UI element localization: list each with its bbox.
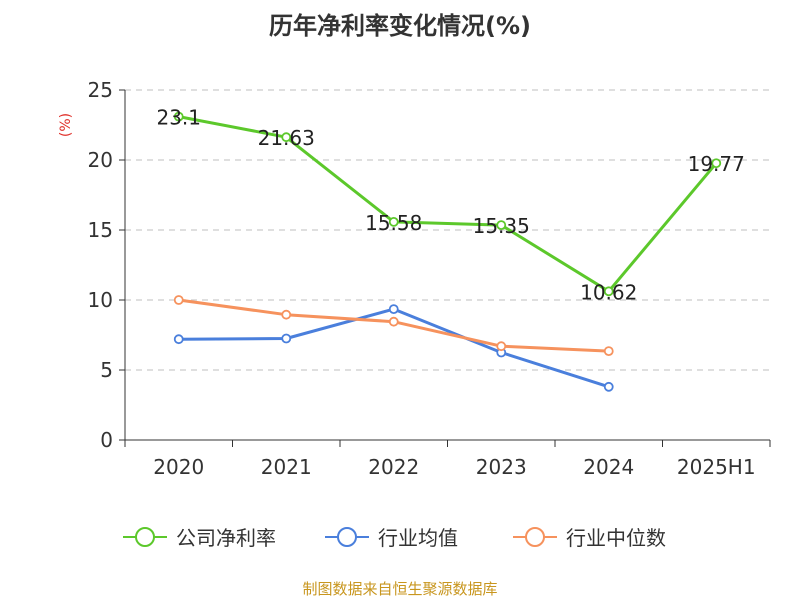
series-line bbox=[178, 115, 718, 293]
data-point bbox=[603, 381, 614, 392]
data-labels: 23.1 21.63 15.58 15.35 10.62 19.77 bbox=[156, 106, 744, 305]
data-label: 23.1 bbox=[156, 106, 201, 130]
y-tick-label: 10 bbox=[88, 288, 113, 312]
data-point bbox=[281, 309, 292, 320]
chart-title: 历年净利率变化情况(%) bbox=[269, 12, 531, 40]
legend: 公司净利率 行业均值 行业中位数 bbox=[123, 526, 666, 550]
x-tick-label: 2024 bbox=[583, 455, 634, 479]
y-axis-unit-label: (%) bbox=[58, 113, 74, 137]
data-point bbox=[281, 132, 292, 143]
legend-swatch-marker bbox=[135, 527, 155, 547]
data-point bbox=[281, 333, 292, 344]
axes: 0 5 10 15 20 25 2020 2021 2022 2023 2024 2025H1 bbox=[88, 78, 771, 479]
data-point bbox=[711, 158, 722, 169]
data-point bbox=[603, 286, 614, 297]
data-point bbox=[173, 111, 184, 122]
source-note: 制图数据来自恒生聚源数据库 bbox=[302, 580, 498, 598]
data-point bbox=[388, 304, 399, 315]
data-label: 10.62 bbox=[580, 280, 637, 304]
y-tick-label: 5 bbox=[100, 358, 113, 382]
x-tick-label: 2021 bbox=[261, 455, 312, 479]
x-tick-label: 2023 bbox=[476, 455, 527, 479]
y-tick-label: 25 bbox=[88, 78, 113, 102]
x-tick-label: 2022 bbox=[368, 455, 419, 479]
legend-label: 行业均值 bbox=[378, 526, 458, 550]
data-point bbox=[388, 316, 399, 327]
legend-swatch-marker bbox=[337, 527, 357, 547]
legend-label: 行业中位数 bbox=[566, 526, 666, 550]
data-label: 15.58 bbox=[365, 211, 422, 235]
data-point bbox=[496, 341, 507, 352]
data-label: 21.63 bbox=[258, 126, 315, 150]
data-label: 19.77 bbox=[688, 152, 745, 176]
data-point bbox=[603, 346, 614, 357]
data-point bbox=[173, 334, 184, 345]
legend-swatch-marker bbox=[525, 527, 545, 547]
x-tick-label: 2020 bbox=[153, 455, 204, 479]
data-point bbox=[173, 295, 184, 305]
data-label: 15.35 bbox=[473, 214, 530, 238]
series-lines bbox=[173, 111, 722, 392]
x-tick-label: 2025H1 bbox=[677, 455, 756, 479]
y-tick-label: 20 bbox=[88, 148, 113, 172]
data-point bbox=[496, 220, 507, 231]
legend-label: 公司净利率 bbox=[176, 526, 276, 550]
data-point bbox=[388, 216, 399, 227]
y-tick-label: 0 bbox=[100, 428, 113, 452]
grid-lines bbox=[125, 89, 770, 371]
y-tick-label: 15 bbox=[88, 218, 113, 242]
